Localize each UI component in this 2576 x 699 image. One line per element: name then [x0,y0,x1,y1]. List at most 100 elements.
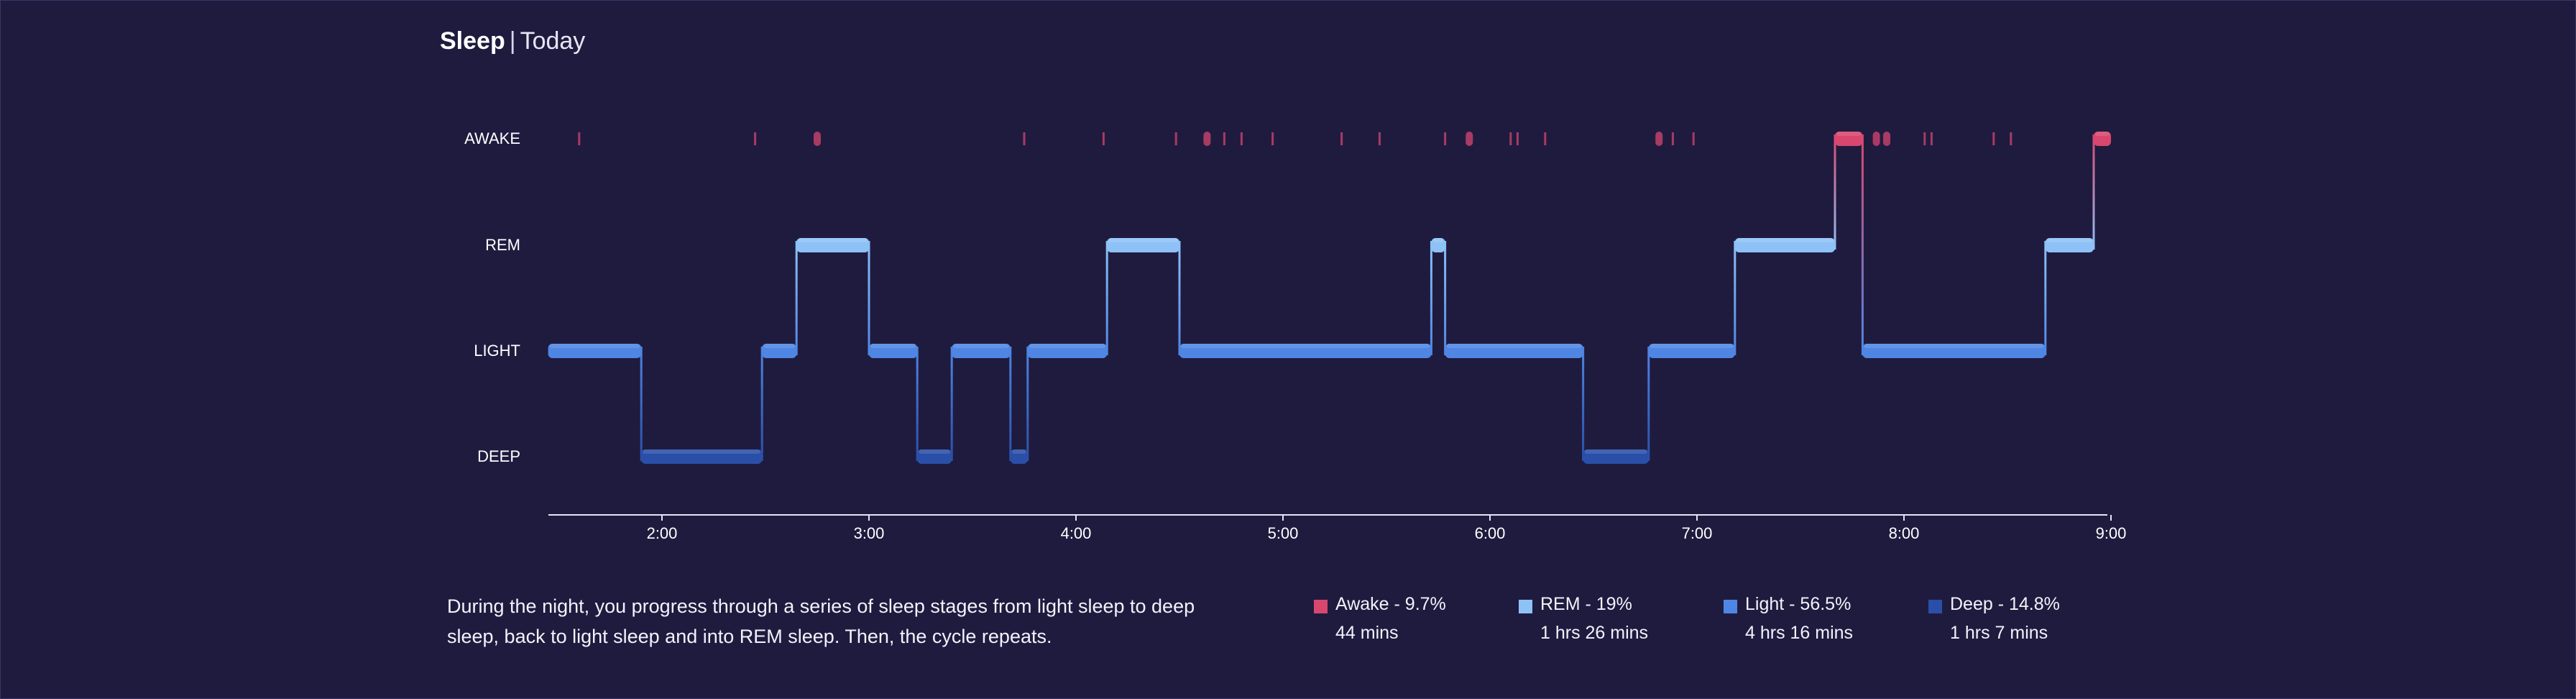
title-subtitle: Today [520,27,586,55]
awake-mark [1992,132,1995,145]
legend-value-deep: 1 hrs 7 mins [1950,623,2048,643]
stage-bar-highlight [953,344,1009,348]
stage-transition [1430,241,1432,355]
title-separator: | [509,27,516,55]
stage-bar-light [548,344,642,358]
awake-mark [1544,132,1547,145]
stage-bar-highlight [870,344,916,348]
x-tick-label: 9:00 [2096,524,2127,542]
stage-bar-light [1648,344,1735,358]
stage-transition [640,347,643,461]
stage-bar-highlight [1584,449,1647,454]
stage-transition [1026,347,1029,461]
stage-bar-highlight [2095,132,2110,136]
legend-swatch-rem [1519,600,1532,613]
stage-bar-deep [641,449,763,464]
awake-mark [1872,132,1880,146]
awake-mark [1516,132,1519,145]
stage-label-light: LIGHT [474,342,520,360]
x-tick-label: 5:00 [1268,524,1299,542]
stage-bar-rem [1431,238,1445,252]
stage-bar-highlight [763,344,796,348]
awake-mark [1240,132,1243,145]
stage-transition [868,241,870,355]
legend-value-light: 4 hrs 16 mins [1745,623,1854,643]
stage-bar-highlight [643,449,761,454]
legend-swatch-deep [1928,600,1942,613]
stage-bar-highlight [1011,449,1026,454]
legend-swatch-awake [1314,600,1328,613]
awake-mark [1174,132,1177,145]
legend-value-awake: 44 mins [1335,623,1399,643]
x-tick-label: 3:00 [854,524,885,542]
stage-bar-highlight [1736,238,1834,242]
stage-bar-rem [2045,238,2094,252]
stage-bar-rem [1107,238,1179,252]
stage-bar-rem [1734,238,1835,252]
awake-mark [1271,132,1274,145]
x-tick-label: 7:00 [1682,524,1713,542]
page-title: Sleep | Today [440,27,585,55]
stage-label-rem: REM [485,236,520,254]
stage-bar-highlight [1108,238,1178,242]
stage-bar-light [762,344,797,358]
stage-bar-light [1027,344,1108,358]
awake-mark [1340,132,1343,145]
stage-bar-light [1862,344,2046,358]
stage-bar-highlight [1836,132,1862,136]
stage-transition [916,347,919,461]
legend-title-rem: REM - 19% [1540,594,1632,614]
stage-bar-deep [1583,449,1649,464]
legend-value-rem: 1 hrs 26 mins [1540,623,1649,643]
stage-transition [2092,134,2095,250]
awake-mark [1102,132,1105,145]
stage-label-deep: DEEP [477,447,520,465]
stage-transition [1834,134,1836,250]
plot-area [548,132,2111,464]
stage-bar-highlight [1446,344,1582,348]
stage-bar-light [1445,344,1583,358]
stage-bar-deep [917,449,952,464]
title-main: Sleep [440,27,505,55]
awake-mark [754,132,757,145]
awake-mark [1203,132,1211,146]
stage-bar-highlight [1650,344,1734,348]
x-tick-label: 8:00 [1889,524,1920,542]
awake-mark [1923,132,1926,145]
legend-title-awake: Awake - 9.7% [1335,594,1446,614]
awake-mark [1444,132,1447,145]
awake-mark [1655,132,1663,146]
stage-transition [1861,134,1864,355]
awake-mark [1466,132,1473,146]
stage-transition [1009,347,1012,461]
stage-bar-light [952,344,1011,358]
awake-mark [814,132,821,146]
stage-transition [1734,241,1736,355]
awake-mark [1930,132,1933,145]
stage-bar-highlight [798,238,868,242]
legend-swatch-light [1724,600,1737,613]
awake-mark [1692,132,1695,145]
stage-bar-light [869,344,918,358]
stage-bar-highlight [1864,344,2044,348]
stage-transition [2044,241,2047,355]
stage-transition [1582,347,1585,461]
awake-mark [1023,132,1026,145]
x-tick-label: 6:00 [1475,524,1506,542]
x-tick-label: 2:00 [647,524,678,542]
stage-bar-highlight [919,449,951,454]
stage-transition [1105,241,1108,355]
stage-bar-awake [2094,132,2111,146]
stage-transition [1178,241,1181,355]
stage-bar-highlight [1432,238,1444,242]
stage-bar-light [1179,344,1432,358]
stage-transition [795,241,798,355]
stage-transition [950,347,953,461]
sleep-description: During the night, you progress through a… [447,595,1195,647]
legend-title-light: Light - 56.5% [1745,594,1852,614]
awake-mark [1378,132,1381,145]
stage-bar-highlight [549,344,640,348]
stage-bar-highlight [1029,344,1106,348]
stage-label-awake: AWAKE [464,129,520,147]
